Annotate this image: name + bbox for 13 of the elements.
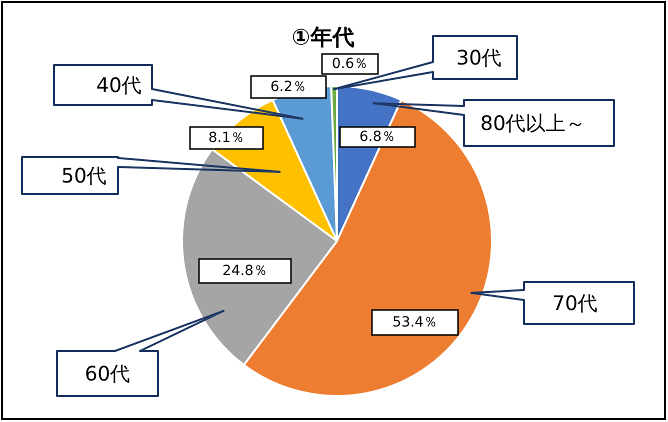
slice-label: 40代	[96, 73, 142, 97]
slice-label: 60代	[84, 362, 130, 386]
data-label: 53.4％	[392, 314, 438, 330]
data-label: 0.6％	[332, 56, 368, 72]
data-label: 6.2％	[270, 79, 307, 95]
slice-label: 50代	[61, 164, 107, 188]
data-label: 8.1％	[208, 130, 245, 146]
slice-label: 30代	[456, 46, 502, 70]
data-label: 6.8％	[359, 129, 396, 145]
data-label: 24.8％	[222, 263, 268, 279]
chart-title: ①年代	[292, 26, 354, 50]
slice-label: 80代以上～	[480, 111, 586, 135]
slice-label: 70代	[552, 291, 598, 315]
